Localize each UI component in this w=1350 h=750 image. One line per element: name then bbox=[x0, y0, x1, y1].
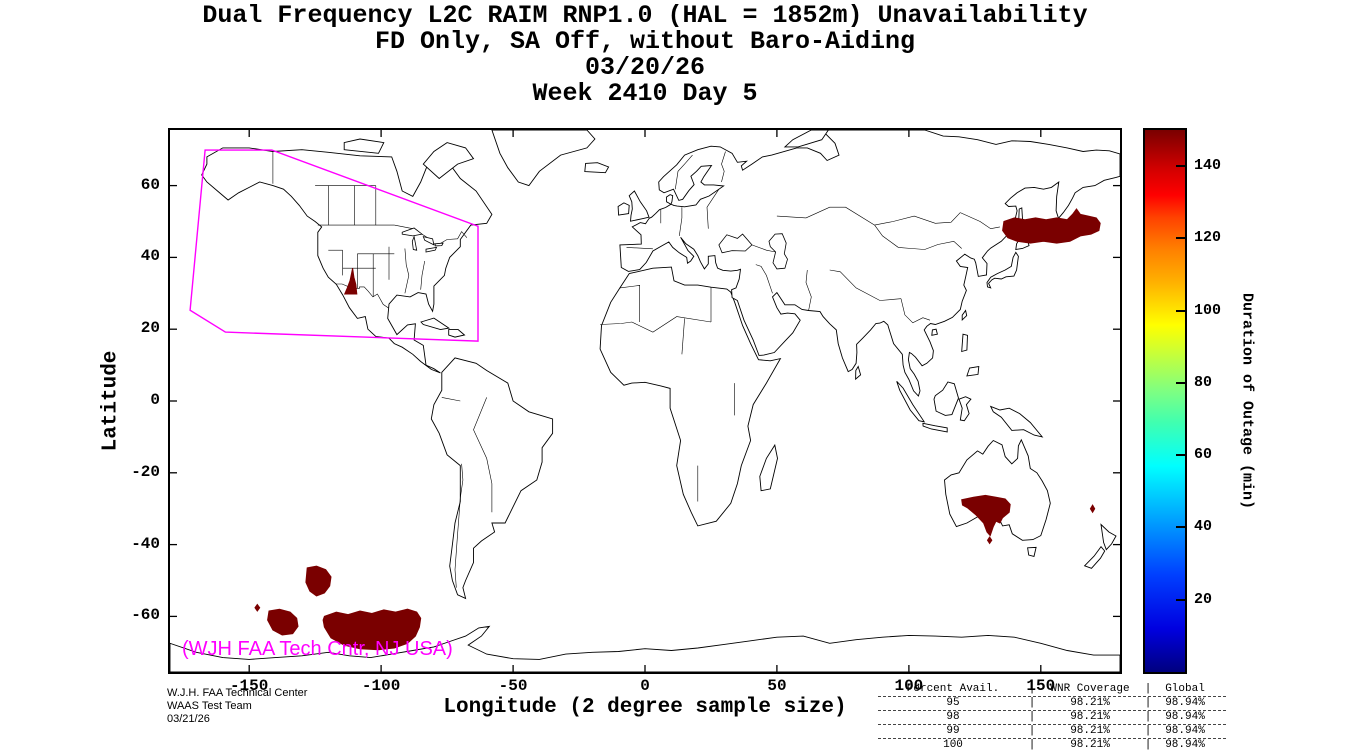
availability-row: 95 | 98.21% | 98.94% bbox=[878, 697, 1226, 711]
colorbar bbox=[1143, 128, 1187, 674]
availability-cell: 98.94% bbox=[1165, 725, 1205, 737]
colorbar-tick-mark bbox=[1176, 598, 1185, 601]
column-separator: | bbox=[1144, 683, 1152, 695]
outage-region-sea_of_japan bbox=[1002, 208, 1101, 244]
x-tick-label: 100 bbox=[894, 677, 924, 695]
availability-header-row: Percent Avail. | WNR Coverage | Global bbox=[878, 683, 1226, 697]
x-tick-label: -50 bbox=[498, 677, 528, 695]
outage-region-south_australia bbox=[961, 494, 1011, 537]
column-separator: | bbox=[1144, 739, 1152, 750]
outage-region-tasman_diamond bbox=[1089, 504, 1096, 514]
availability-table: Percent Avail. | WNR Coverage | Global 95 | 98.… bbox=[878, 683, 1226, 750]
credits-line-3: 03/21/26 bbox=[167, 713, 210, 725]
y-tick-label: -20 bbox=[131, 462, 160, 481]
colorbar-tick-mark bbox=[1176, 237, 1185, 240]
title-line-2: FD Only, SA Off, without Baro-Aiding bbox=[374, 27, 916, 56]
credits-line-2: WAAS Test Team bbox=[167, 700, 252, 712]
colorbar-tick-label: 20 bbox=[1194, 590, 1213, 608]
colorbar-tick-mark bbox=[1176, 165, 1185, 168]
y-tick-label: -40 bbox=[131, 534, 160, 553]
column-separator: | bbox=[1028, 711, 1036, 723]
facility-note: (WJH FAA Tech Cntr, NJ USA) bbox=[182, 638, 453, 660]
y-tick-label: 60 bbox=[140, 175, 160, 194]
availability-cell: 98.21% bbox=[1070, 739, 1110, 750]
colorbar-tick-label: 140 bbox=[1194, 157, 1222, 175]
availability-cell: 100 bbox=[943, 739, 963, 750]
availability-row: 99 | 98.21% | 98.94% bbox=[878, 725, 1226, 739]
y-tick-label: 0 bbox=[150, 391, 160, 409]
availability-cell: 95 bbox=[946, 697, 960, 709]
colorbar-tick-mark bbox=[1176, 526, 1185, 529]
availability-header-cell: Percent Avail. bbox=[906, 683, 1000, 695]
column-separator: | bbox=[1028, 739, 1036, 750]
availability-row: 98 | 98.21% | 98.94% bbox=[878, 711, 1226, 725]
column-separator: | bbox=[1028, 697, 1036, 709]
outage-region-us_southwest bbox=[343, 268, 358, 295]
credits-line-1: W.J.H. FAA Technical Center bbox=[167, 687, 308, 699]
outage-region-south_pacific_small bbox=[267, 608, 299, 636]
availability-cell: 98.21% bbox=[1070, 711, 1110, 723]
availability-cell: 98.94% bbox=[1165, 739, 1205, 750]
outage-region-south_pacific_large bbox=[322, 608, 422, 651]
colorbar-tick-label: 120 bbox=[1194, 229, 1222, 247]
colorbar-tick-label: 100 bbox=[1194, 301, 1222, 319]
availability-row: 100 | 98.21% | 98.94% bbox=[878, 739, 1226, 750]
y-tick-label: -60 bbox=[131, 606, 160, 625]
colorbar-tick-mark bbox=[1176, 454, 1185, 457]
column-separator: | bbox=[1144, 711, 1152, 723]
title-line-1: Dual Frequency L2C RAIM RNP1.0 (HAL = 18… bbox=[202, 1, 1088, 30]
x-tick-label: 50 bbox=[767, 677, 787, 695]
availability-cell: 98.21% bbox=[1070, 725, 1110, 737]
x-tick-label: -100 bbox=[361, 677, 401, 695]
column-separator: | bbox=[1028, 683, 1036, 695]
availability-header-cell: Global bbox=[1165, 683, 1205, 695]
map-plot: (WJH FAA Tech Cntr, NJ USA) bbox=[168, 128, 1122, 674]
availability-cell: 99 bbox=[946, 725, 960, 737]
availability-cell: 98.94% bbox=[1165, 697, 1205, 709]
colorbar-tick-label: 60 bbox=[1194, 446, 1213, 464]
colorbar-tick-mark bbox=[1176, 381, 1185, 384]
y-tick-label: 40 bbox=[140, 247, 160, 266]
colorbar-tick-label: 80 bbox=[1194, 373, 1213, 391]
x-tick-label: 150 bbox=[1026, 677, 1056, 695]
title-line-3: 03/20/26 bbox=[584, 53, 706, 82]
credits-block: W.J.H. FAA Technical Center WAAS Test Te… bbox=[167, 687, 307, 726]
availability-cell: 98 bbox=[946, 711, 960, 723]
x-tick-label: 0 bbox=[640, 677, 650, 695]
availability-cell: 98.94% bbox=[1165, 711, 1205, 723]
outage-region-south_pacific_diamond bbox=[254, 603, 261, 612]
availability-cell: 98.21% bbox=[1070, 697, 1110, 709]
title-block: Dual Frequency L2C RAIM RNP1.0 (HAL = 18… bbox=[0, 3, 1290, 107]
x-axis-label: Longitude (2 degree sample size) bbox=[443, 696, 847, 719]
y-tick-label: 20 bbox=[140, 319, 160, 338]
outage-region-south_australia_diamond bbox=[986, 536, 993, 545]
colorbar-tick-mark bbox=[1176, 309, 1185, 312]
colorbar-label: Duration of Outage (min) bbox=[1238, 292, 1256, 510]
x-tick-label: -150 bbox=[229, 677, 269, 695]
column-separator: | bbox=[1028, 725, 1036, 737]
waas-boundary bbox=[189, 149, 479, 342]
colorbar-tick-label: 40 bbox=[1194, 518, 1213, 536]
title-line-4: Week 2410 Day 5 bbox=[532, 79, 758, 108]
column-separator: | bbox=[1144, 725, 1152, 737]
outage-region-south_pacific_mid bbox=[305, 565, 332, 597]
column-separator: | bbox=[1144, 697, 1152, 709]
availability-header-cell: WNR Coverage bbox=[1050, 683, 1130, 695]
world-map-svg bbox=[170, 130, 1120, 672]
